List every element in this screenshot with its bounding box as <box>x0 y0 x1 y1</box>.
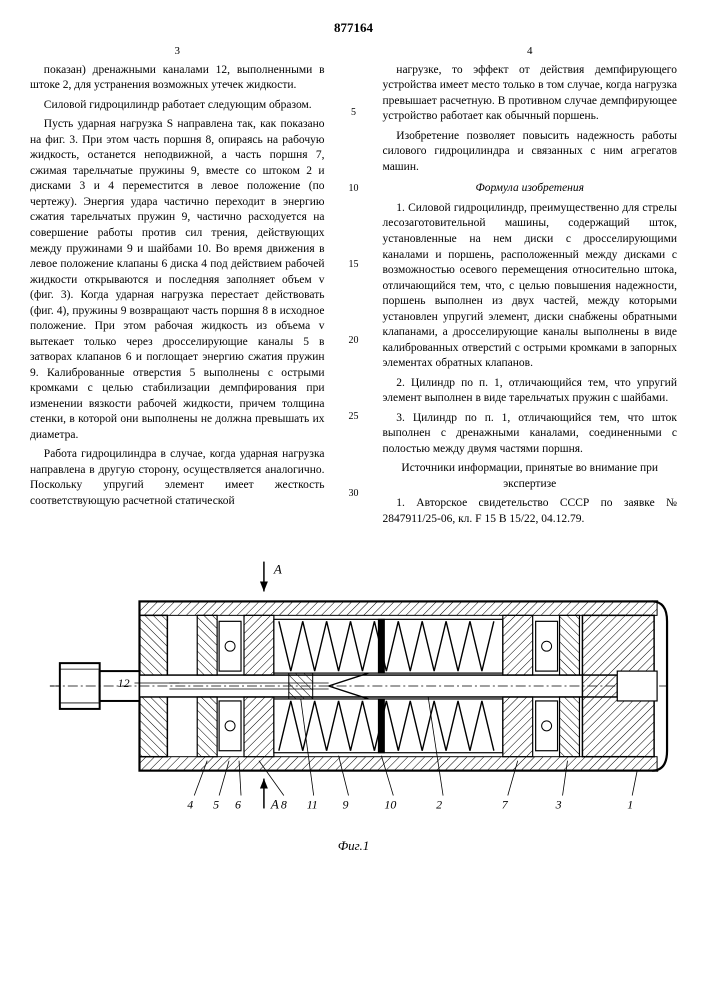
para: показан) дренажными каналами 12, выполне… <box>30 63 325 94</box>
line-num: 25 <box>349 411 359 422</box>
line-num: 15 <box>349 259 359 270</box>
line-num: 30 <box>349 488 359 499</box>
svg-text:7: 7 <box>502 798 509 812</box>
svg-text:5: 5 <box>213 798 219 812</box>
line-num: 5 <box>351 107 356 118</box>
formula-title: Формула изобретения <box>383 181 678 197</box>
figure-label: Фиг.1 <box>30 838 677 854</box>
right-column: 4 нагрузке, то эффект от действия демпфи… <box>383 44 678 531</box>
page: 877164 3 показан) дренажными каналами 12… <box>0 0 707 874</box>
svg-text:2: 2 <box>436 798 442 812</box>
wall-hatch-top <box>139 602 657 616</box>
section-label-A-top: А <box>273 562 282 577</box>
left-column: 3 показан) дренажными каналами 12, выпол… <box>30 44 325 531</box>
figure-1: А <box>30 551 677 854</box>
sources-title: Источники информации, принятые во вниман… <box>383 461 678 492</box>
para: Работа гидроцилиндра в случае, когда уда… <box>30 447 325 509</box>
para: нагрузке, то эффект от действия демпфиру… <box>383 63 678 125</box>
svg-text:12: 12 <box>118 676 130 690</box>
page-number-right: 4 <box>383 44 678 59</box>
para: Силовой гидроцилиндр работает следующим … <box>30 98 325 114</box>
section-label-A-bottom: А <box>270 797 279 812</box>
claim: 3. Цилиндр по п. 1, отличающийся тем, чт… <box>383 411 678 458</box>
line-num: 20 <box>349 335 359 346</box>
claim: 1. Силовой гидроцилиндр, преимущественно… <box>383 201 678 372</box>
end-rod-bore <box>617 671 657 701</box>
wall-hatch-bottom <box>139 757 657 771</box>
para: Изобретение позволяет повысить надежност… <box>383 129 678 176</box>
section-arrow-top: А <box>260 562 282 592</box>
section-arrow-bottom: А <box>260 779 279 812</box>
svg-text:4: 4 <box>187 798 193 812</box>
svg-text:10: 10 <box>384 798 396 812</box>
figure-svg: А <box>30 551 677 831</box>
para: Пусть ударная нагрузка S направлена так,… <box>30 117 325 443</box>
svg-text:9: 9 <box>343 798 349 812</box>
svg-text:11: 11 <box>307 798 318 812</box>
document-number: 877164 <box>30 20 677 36</box>
claim: 2. Цилиндр по п. 1, отличающийся тем, чт… <box>383 376 678 407</box>
source-item: 1. Авторское свидетельство СССР по заявк… <box>383 496 678 527</box>
line-num: 10 <box>349 183 359 194</box>
page-number-left: 3 <box>30 44 325 59</box>
svg-text:1: 1 <box>627 798 633 812</box>
text-columns: 3 показан) дренажными каналами 12, выпол… <box>30 44 677 531</box>
svg-text:3: 3 <box>555 798 562 812</box>
svg-text:6: 6 <box>235 798 241 812</box>
svg-text:8: 8 <box>281 798 287 812</box>
line-number-gutter: 5 10 15 20 25 30 <box>345 44 363 531</box>
